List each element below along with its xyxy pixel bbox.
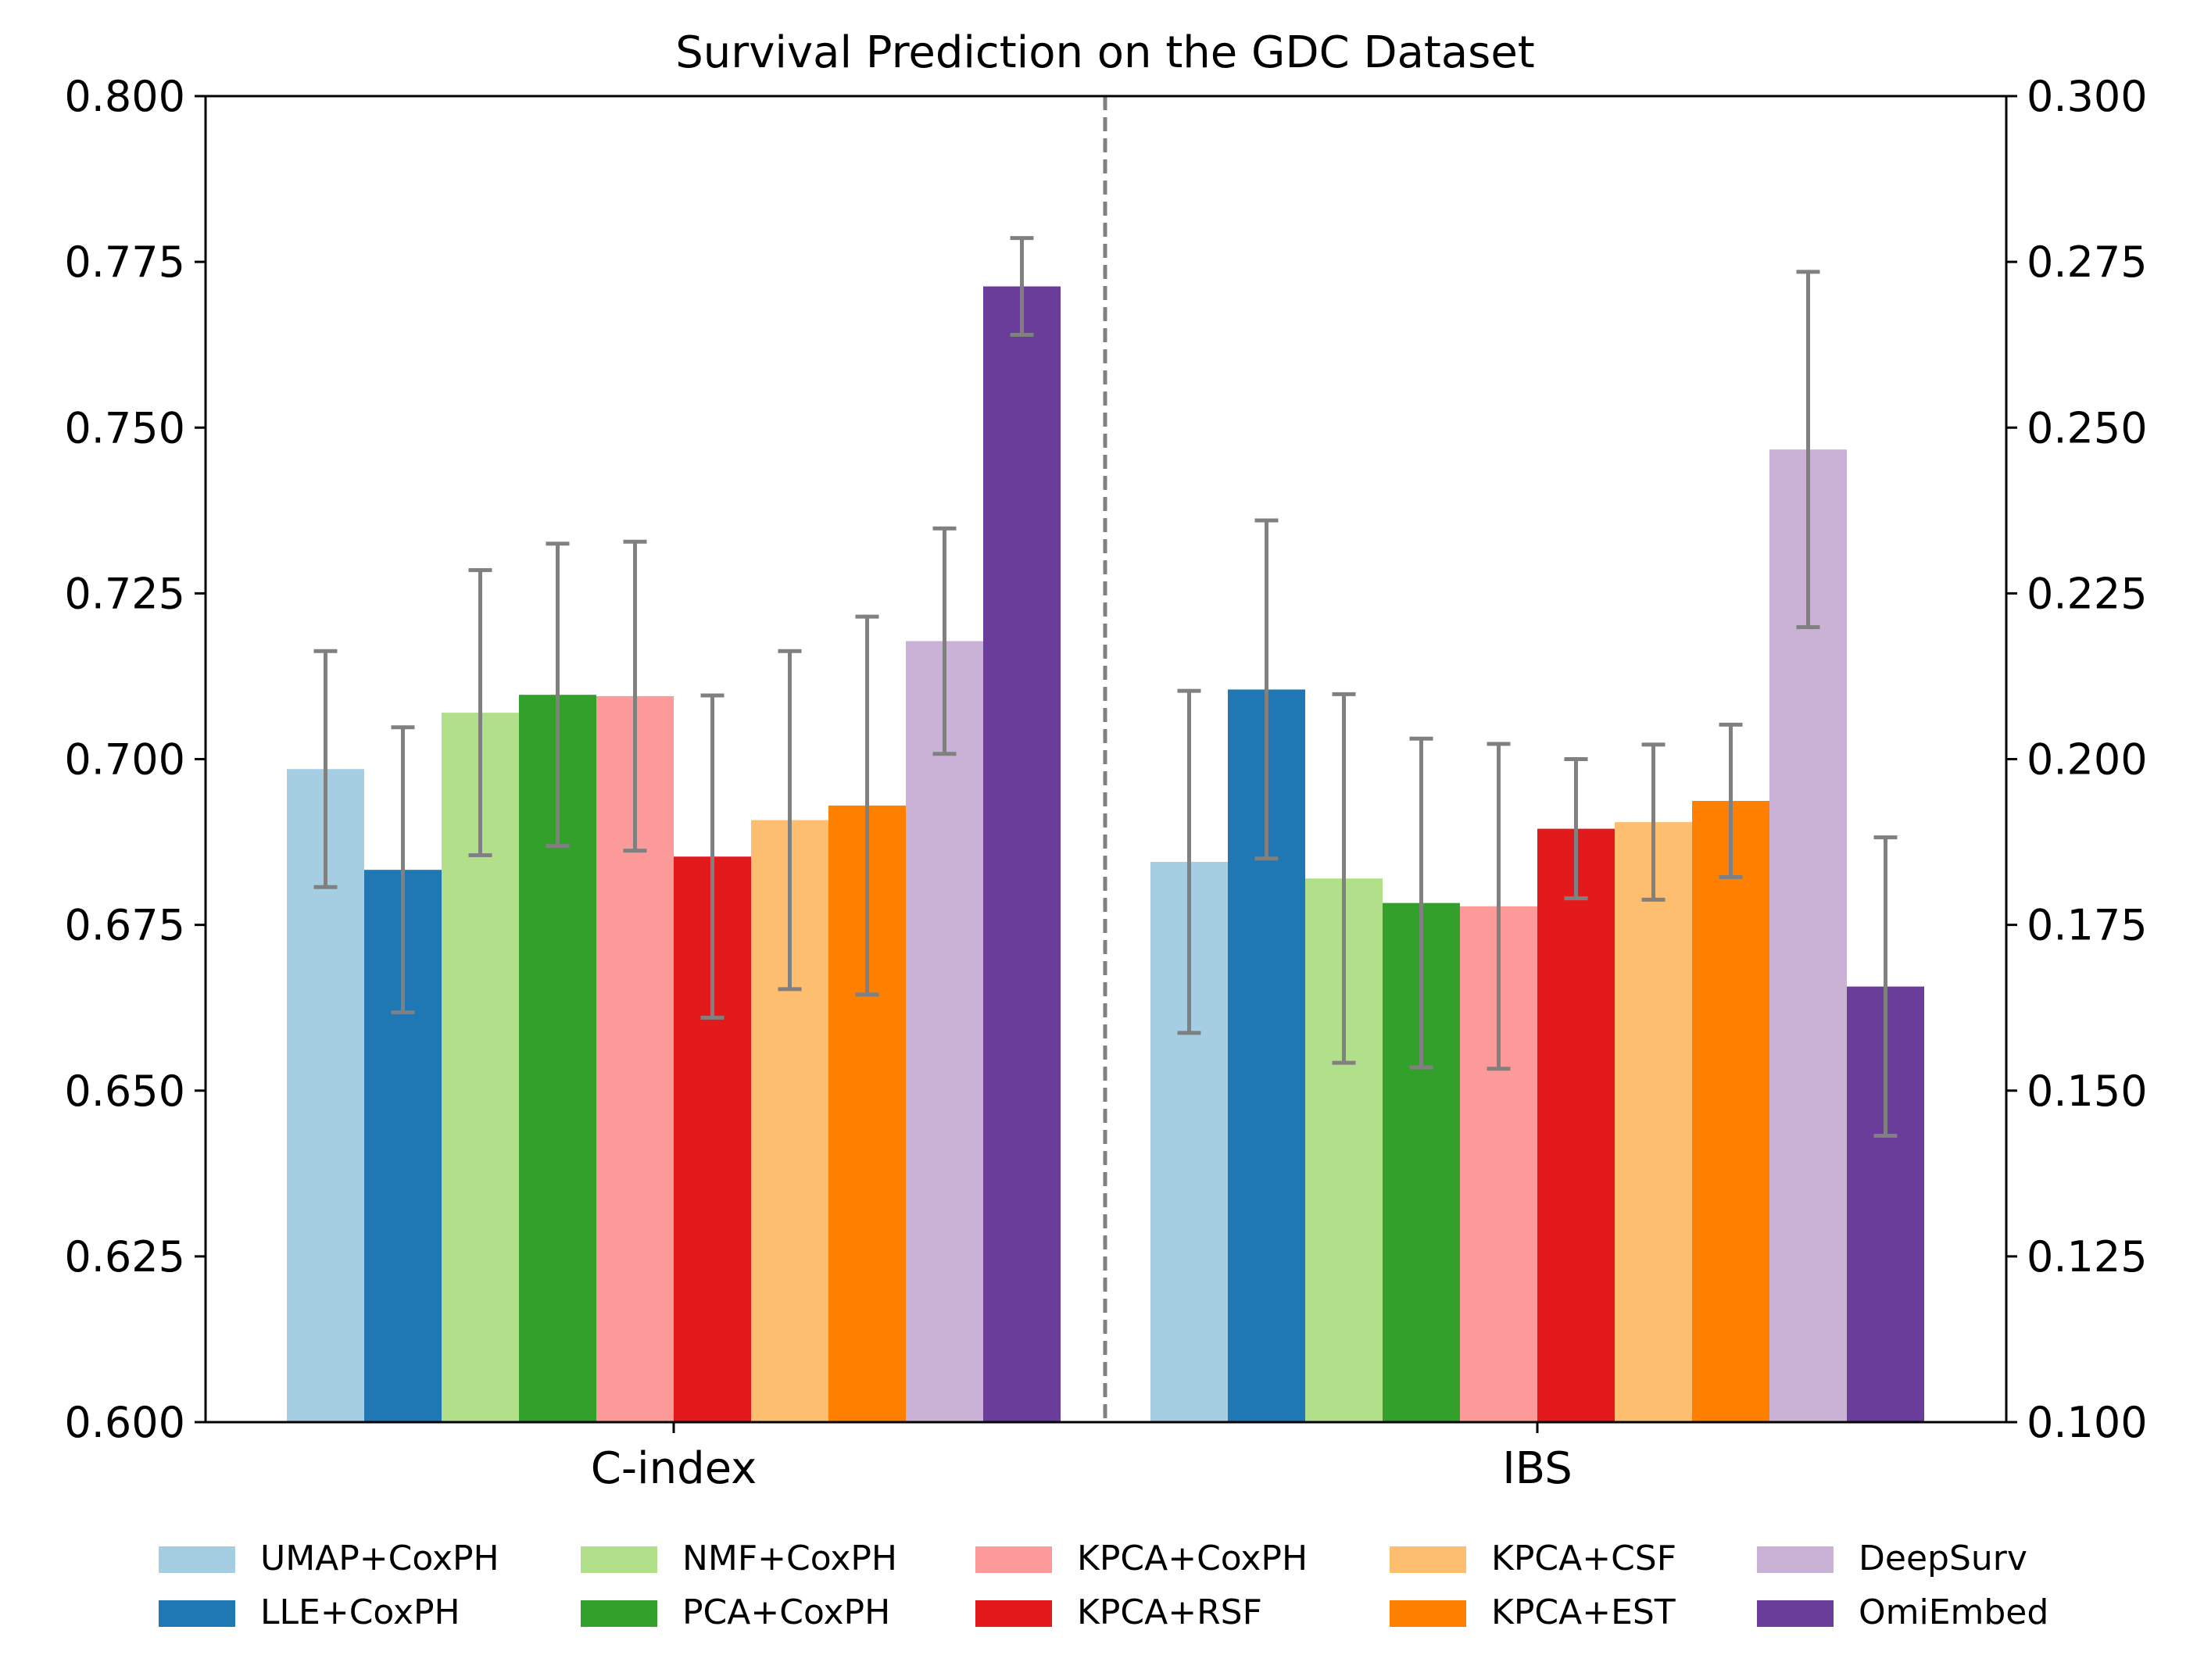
error-bar-cindex-kpca-coxph xyxy=(623,539,647,853)
right-axis-tick-label: 0.200 xyxy=(2027,735,2148,785)
legend-label: KPCA+EST xyxy=(1491,1592,1676,1632)
left-axis-tick-label: 0.750 xyxy=(64,403,185,452)
bar-cindex-deepsurv xyxy=(906,641,983,1422)
legend-item-pca-coxph: PCA+CoxPH xyxy=(581,1592,890,1632)
legend-swatch xyxy=(975,1546,1052,1573)
legend-item-umap-coxph: UMAP+CoxPH xyxy=(159,1539,499,1578)
legend-label: NMF+CoxPH xyxy=(682,1539,897,1578)
legend-swatch xyxy=(159,1600,235,1627)
chart-title: Survival Prediction on the GDC Dataset xyxy=(675,27,1535,78)
legend-label: OmiEmbed xyxy=(1859,1592,2048,1632)
axes-layer: 0.600 0.625 0.650 0.675 0.700 0.725 0.750 0.775… xyxy=(64,72,2147,1494)
bar-cindex-omiembed xyxy=(983,286,1061,1422)
error-bar-cindex-deepsurv xyxy=(932,526,957,756)
error-bar-ibs-umap-coxph xyxy=(1177,688,1201,1035)
error-bar-ibs-kpca-est xyxy=(1719,722,1743,880)
left-axis-tick-label: 0.800 xyxy=(64,72,185,121)
right-axis-tick-label: 0.175 xyxy=(2027,901,2148,950)
legend-label: UMAP+CoxPH xyxy=(260,1539,499,1578)
legend-swatch xyxy=(1757,1546,1834,1573)
error-bar-ibs-kpca-coxph xyxy=(1487,742,1511,1071)
bar-ibs-kpca-est xyxy=(1692,800,1769,1422)
right-axis-tick-label: 0.100 xyxy=(2027,1398,2148,1447)
x-axis-tick-label-ibs: IBS xyxy=(1502,1443,1572,1494)
left-axis-tick-label: 0.775 xyxy=(64,238,185,287)
legend-label: PCA+CoxPH xyxy=(682,1592,890,1632)
right-axis-tick-label: 0.125 xyxy=(2027,1232,2148,1281)
legend-swatch xyxy=(1757,1600,1834,1627)
legend-label: KPCA+CoxPH xyxy=(1077,1539,1308,1578)
error-bar-ibs-deepsurv xyxy=(1796,270,1820,630)
error-bar-cindex-kpca-est xyxy=(855,614,879,997)
legend-swatch xyxy=(581,1546,657,1573)
bars-layer xyxy=(287,286,1924,1422)
legend-item-kpca-est: KPCA+EST xyxy=(1390,1592,1676,1632)
legend-swatch xyxy=(1390,1600,1466,1627)
left-axis-tick-label: 0.700 xyxy=(64,735,185,785)
error-bar-ibs-kpca-csf xyxy=(1641,742,1666,902)
legend-swatch xyxy=(1390,1546,1466,1573)
error-bar-cindex-lle-coxph xyxy=(391,725,415,1015)
left-axis-tick-label: 0.625 xyxy=(64,1232,185,1281)
error-bar-cindex-kpca-rsf xyxy=(700,693,725,1020)
error-bar-cindex-omiembed xyxy=(1010,236,1034,337)
bar-ibs-kpca-rsf xyxy=(1537,828,1615,1422)
error-bar-cindex-kpca-csf xyxy=(778,649,802,992)
legend-swatch xyxy=(159,1546,235,1573)
legend-item-kpca-rsf: KPCA+RSF xyxy=(975,1592,1262,1632)
legend-item-kpca-csf: KPCA+CSF xyxy=(1390,1539,1676,1578)
bar-ibs-kpca-csf xyxy=(1615,822,1692,1422)
legend-label: KPCA+RSF xyxy=(1077,1592,1262,1632)
error-bar-ibs-omiembed xyxy=(1873,835,1898,1138)
error-bar-ibs-lle-coxph xyxy=(1254,518,1279,861)
error-bar-ibs-nmf-coxph xyxy=(1332,692,1356,1065)
legend-item-lle-coxph: LLE+CoxPH xyxy=(159,1592,460,1632)
legend: UMAP+CoxPH LLE+CoxPH NMF+CoxPH PCA+CoxPH KPC… xyxy=(159,1539,2048,1632)
left-axis-tick-label: 0.650 xyxy=(64,1067,185,1116)
legend-item-deepsurv: DeepSurv xyxy=(1757,1539,2027,1578)
right-axis-tick-label: 0.150 xyxy=(2027,1067,2148,1116)
legend-label: LLE+CoxPH xyxy=(260,1592,460,1632)
legend-item-kpca-coxph: KPCA+CoxPH xyxy=(975,1539,1308,1578)
right-axis-tick-label: 0.275 xyxy=(2027,238,2148,287)
left-axis-tick-label: 0.600 xyxy=(64,1398,185,1447)
right-axis-tick-label: 0.250 xyxy=(2027,403,2148,452)
x-axis-tick-label-c-index: C-index xyxy=(591,1443,757,1494)
error-bar-cindex-umap-coxph xyxy=(313,649,338,889)
left-axis-tick-label: 0.675 xyxy=(64,901,185,950)
legend-swatch xyxy=(581,1600,657,1627)
error-bar-cindex-nmf-coxph xyxy=(468,568,492,858)
right-axis-tick-label: 0.300 xyxy=(2027,72,2148,121)
legend-swatch xyxy=(975,1600,1052,1627)
error-bar-ibs-kpca-rsf xyxy=(1564,757,1588,901)
legend-item-nmf-coxph: NMF+CoxPH xyxy=(581,1539,897,1578)
error-bars-layer xyxy=(313,236,1898,1138)
legend-label: DeepSurv xyxy=(1859,1539,2027,1578)
legend-item-omiembed: OmiEmbed xyxy=(1757,1592,2048,1632)
right-axis-tick-label: 0.225 xyxy=(2027,569,2148,618)
error-bar-cindex-pca-coxph xyxy=(546,542,570,849)
left-axis-tick-label: 0.725 xyxy=(64,569,185,618)
error-bar-ibs-pca-coxph xyxy=(1409,736,1433,1070)
legend-label: KPCA+CSF xyxy=(1491,1539,1676,1578)
